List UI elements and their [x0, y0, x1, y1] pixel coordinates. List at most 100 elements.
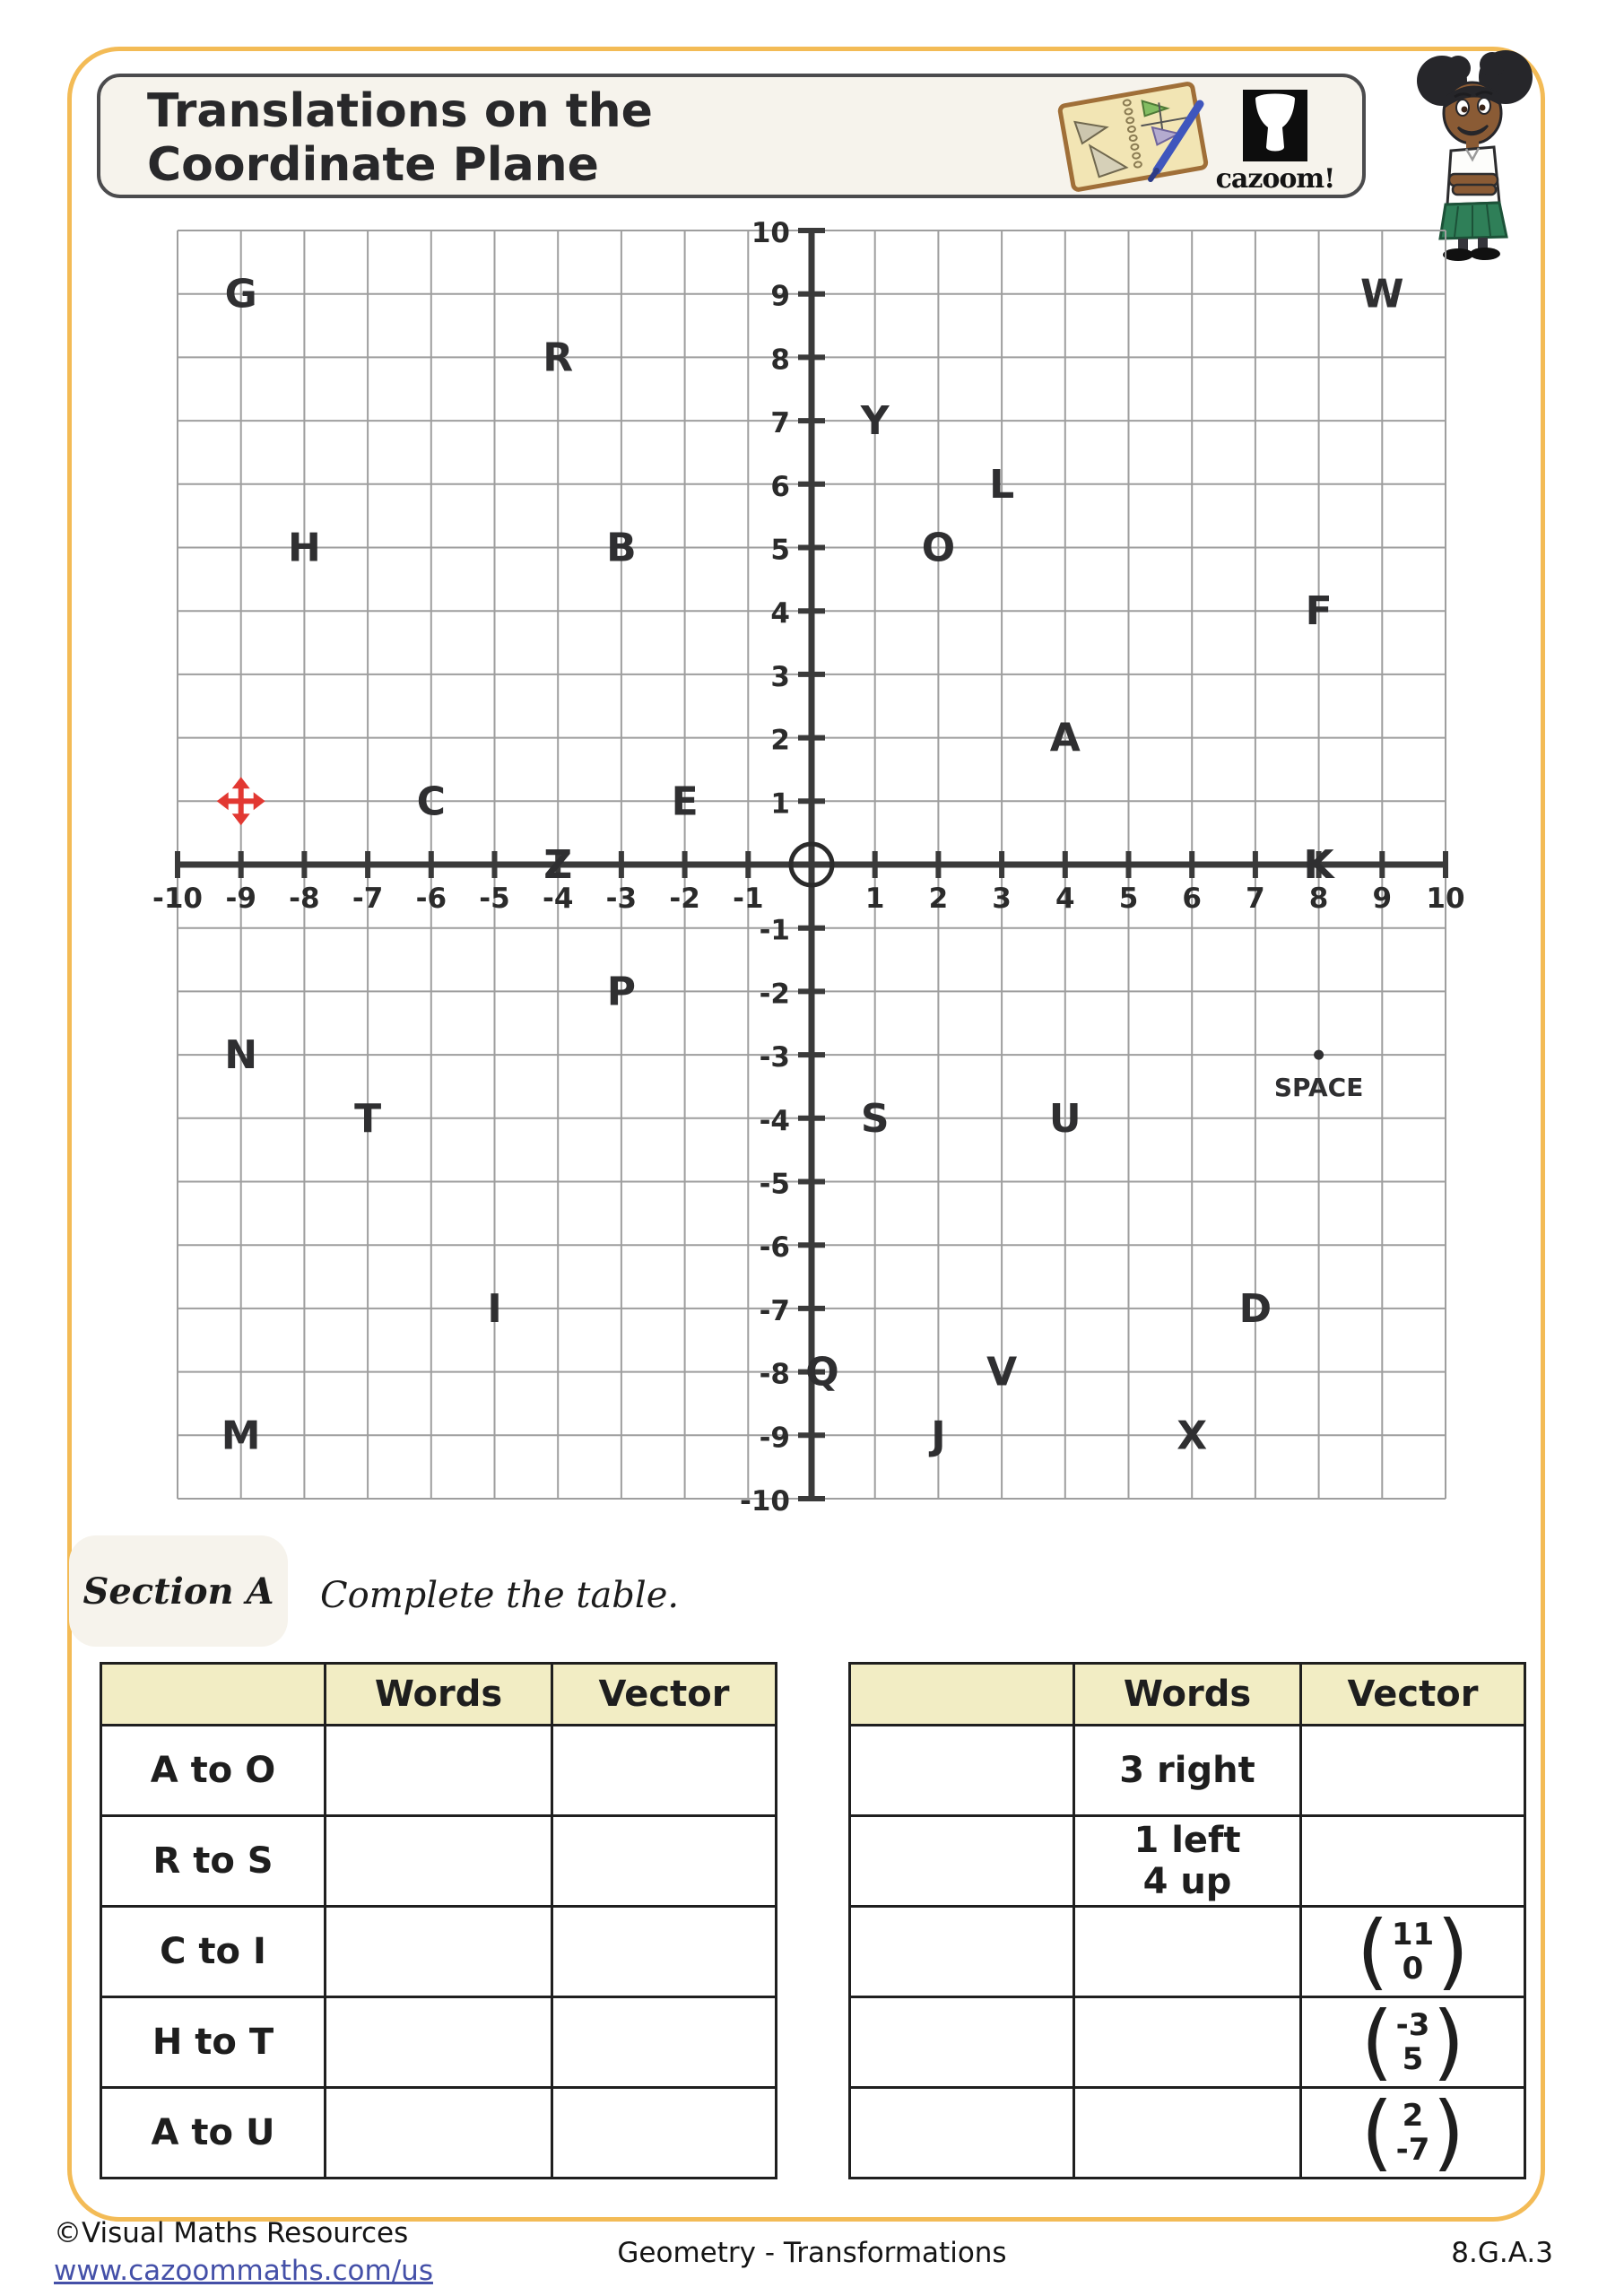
point-label-L: L	[989, 462, 1014, 508]
header-cell-vector: Vector	[551, 1662, 777, 1726]
space-point-label: SPACE	[1274, 1073, 1363, 1102]
y-tick-label: 8	[770, 344, 790, 376]
column-vector: (2 -7)	[1361, 2092, 1465, 2174]
y-tick-label: -2	[760, 978, 790, 1010]
point-label-I: I	[487, 1286, 501, 1332]
header-cell-words: Words	[1073, 1662, 1302, 1726]
origin-circle	[788, 841, 835, 888]
column-vector: (11 0)	[1357, 1903, 1470, 1999]
table-row: 1 left 4 up	[848, 1814, 1526, 1908]
y-tick-label: 1	[770, 787, 790, 820]
vector-cell: (-3 5)	[1299, 1994, 1526, 2090]
section-a-instruction: Complete the table.	[320, 1575, 680, 1616]
x-tick-label: -3	[606, 883, 637, 915]
vector-paren-right: )	[1437, 1903, 1470, 1999]
words-cell	[1073, 1905, 1302, 1998]
column-vector: (-3 5)	[1360, 1994, 1465, 2090]
table-row: A to O	[100, 1724, 777, 1817]
vector-component: 11	[1391, 1917, 1435, 1952]
point-label-H: H	[288, 526, 321, 571]
y-tick-label: -9	[760, 1422, 790, 1454]
vector-paren-left: (	[1360, 1994, 1394, 2090]
y-tick-label: 10	[751, 217, 790, 249]
section-a-badge: Section A	[69, 1535, 288, 1647]
point-label-Y: Y	[860, 398, 890, 444]
x-tick-label: 8	[1309, 883, 1329, 915]
space-point-dot	[1314, 1049, 1324, 1060]
x-tick-label: -10	[152, 883, 203, 915]
x-tick-label: 10	[1426, 883, 1464, 915]
pair-cell: H to T	[100, 1996, 326, 2089]
vector-paren-right: )	[1432, 1994, 1465, 2090]
vector-components: -3 5	[1396, 2008, 1430, 2076]
x-tick-label: 2	[929, 883, 949, 915]
x-tick-label: -6	[416, 883, 447, 915]
x-tick-label: -2	[669, 883, 699, 915]
student-character-illustration	[1417, 50, 1533, 261]
pair-cell: A to O	[100, 1724, 326, 1817]
words-cell	[324, 1996, 553, 2089]
words-line: 1 left	[1133, 1820, 1241, 1861]
header-cell-blank	[848, 1662, 1075, 1726]
pair-cell	[848, 1996, 1075, 2089]
y-tick-label: 7	[770, 407, 790, 439]
page-title-line1: Translations on the	[147, 84, 653, 138]
cazoom-drum-icon	[1243, 90, 1307, 161]
vector-cell	[1299, 1814, 1526, 1908]
point-label-M: M	[221, 1413, 261, 1458]
footer-topic-label: Geometry - Transformations	[617, 2237, 1007, 2269]
point-label-O: O	[922, 526, 955, 571]
x-tick-label: 4	[1055, 883, 1075, 915]
x-tick-label: 6	[1182, 883, 1202, 915]
table-row: C to I	[100, 1905, 777, 1998]
table-header-row: Words Vector	[100, 1662, 777, 1726]
vector-cell	[551, 1905, 777, 1998]
x-tick-label: 3	[992, 883, 1012, 915]
notebook-geometry-icon	[1057, 82, 1209, 192]
footer-copyright: ©Visual Maths Resources	[54, 2217, 409, 2249]
header-cell-words: Words	[324, 1662, 553, 1726]
words-cell	[324, 1905, 553, 1998]
words-cell: 1 left 4 up	[1073, 1814, 1302, 1908]
y-tick-label: 2	[770, 725, 790, 757]
x-tick-label: 7	[1246, 883, 1265, 915]
x-tick-label: 5	[1119, 883, 1139, 915]
point-label-P: P	[607, 969, 636, 1014]
table-row: R to S	[100, 1814, 777, 1908]
vector-component: -3	[1395, 2007, 1430, 2043]
vector-component: -7	[1395, 2132, 1430, 2168]
words-cell	[1073, 1996, 1302, 2089]
table-header-row: Words Vector	[848, 1662, 1526, 1726]
x-tick-label: 1	[865, 883, 885, 915]
point-label-V: V	[986, 1350, 1017, 1396]
point-label-E: E	[672, 778, 699, 824]
pen-icon	[1152, 100, 1204, 175]
x-tick-label: -4	[543, 883, 573, 915]
point-label-Z: Z	[543, 842, 572, 888]
vector-component: 0	[1402, 1951, 1424, 1987]
pair-cell: C to I	[100, 1905, 326, 1998]
worksheet-frame	[67, 47, 1545, 2222]
answer-table-right: Words Vector 3 right 1 left 4 up(11 0)(-3 5)(2…	[848, 1662, 1526, 2179]
page-title: Translations on the Coordinate Plane	[147, 84, 653, 192]
words-cell	[324, 1814, 553, 1908]
cazoom-logo: cazoom!	[1212, 90, 1338, 195]
words-cell	[1073, 2086, 1302, 2179]
words-cell	[324, 1724, 553, 1817]
footer-website-link[interactable]: www.cazoommaths.com/us	[54, 2255, 433, 2287]
vector-components: 11 0	[1392, 1918, 1434, 1986]
y-tick-label: -5	[760, 1169, 790, 1201]
move-cursor-icon	[216, 777, 265, 826]
words-cell	[324, 2086, 553, 2179]
footer-standard-code: 8.G.A.3	[1451, 2237, 1553, 2269]
vector-cell: (11 0)	[1299, 1903, 1526, 1999]
point-label-G: G	[225, 272, 257, 317]
y-tick-label: 6	[770, 471, 790, 503]
point-label-S: S	[861, 1096, 890, 1142]
x-tick-label: -5	[479, 883, 509, 915]
point-label-X: X	[1177, 1413, 1207, 1458]
point-label-R: R	[543, 335, 573, 380]
y-tick-label: -10	[740, 1485, 790, 1518]
y-tick-label: -1	[760, 915, 790, 947]
y-tick-label: -6	[760, 1231, 790, 1264]
